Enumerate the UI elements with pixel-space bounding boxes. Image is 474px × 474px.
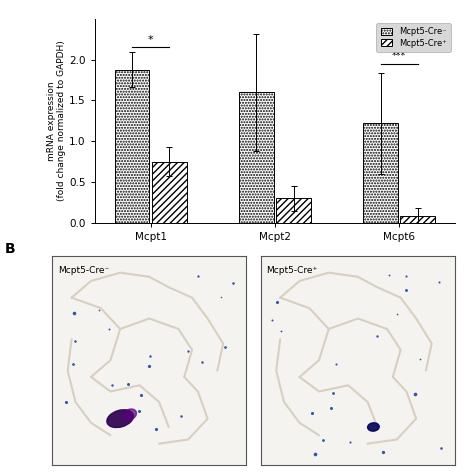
Ellipse shape <box>123 409 137 420</box>
Bar <box>276 198 311 223</box>
Y-axis label: mRNA expression
(fold change normalized to GAPDH): mRNA expression (fold change normalized … <box>47 40 66 201</box>
Text: Mcpt5-Cre⁺: Mcpt5-Cre⁺ <box>266 266 318 275</box>
Bar <box>401 216 435 223</box>
Text: Mcpt5-Cre⁻: Mcpt5-Cre⁻ <box>58 266 109 275</box>
Ellipse shape <box>368 423 379 431</box>
Text: B: B <box>5 242 15 256</box>
Bar <box>363 123 398 223</box>
Text: ***: *** <box>392 51 406 61</box>
Bar <box>115 70 149 223</box>
Bar <box>152 162 187 223</box>
Bar <box>239 92 273 223</box>
Legend: Mcpt5-Cre⁻, Mcpt5-Cre⁺: Mcpt5-Cre⁻, Mcpt5-Cre⁺ <box>376 23 451 52</box>
Text: *: * <box>148 35 154 45</box>
Ellipse shape <box>107 410 134 428</box>
